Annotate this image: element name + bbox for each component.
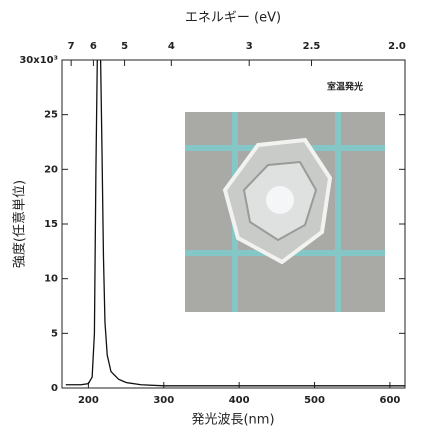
x2-tick-label: 7 xyxy=(68,41,75,52)
x-axis-label: 発光波長(nm) xyxy=(191,413,274,428)
x2-tick-label: 3 xyxy=(246,41,253,52)
x2-tick-label: 2.5 xyxy=(303,41,321,52)
y-axis-label: 強度(任意単位) xyxy=(12,180,28,268)
y-tick-label: 20 xyxy=(44,164,58,175)
x-tick-label: 600 xyxy=(379,395,400,406)
y-tick-label: 5 xyxy=(51,328,58,339)
annotation: 室温発光 xyxy=(327,81,363,93)
chart-title: エネルギー (eV) xyxy=(185,11,281,26)
photo-inset xyxy=(185,112,385,312)
chart: エネルギー (eV) 発光波長(nm) 強度(任意単位) 室温発光 0 5 10 15… xyxy=(0,0,424,432)
y-tick-label: 25 xyxy=(44,110,58,121)
y-tick-label: 10 xyxy=(44,274,58,285)
y-tick-label: 15 xyxy=(44,219,58,230)
y-tick-label: 0 xyxy=(51,383,58,394)
x-tick-label: 200 xyxy=(78,395,99,406)
x2-tick-label: 2.0 xyxy=(388,41,406,52)
x-tick-label: 400 xyxy=(229,395,250,406)
x2-tick-label: 6 xyxy=(90,41,97,52)
x2-tick-label: 4 xyxy=(168,41,175,52)
x2-tick-label: 5 xyxy=(121,41,128,52)
y-tick-label: 30x10³ xyxy=(19,55,58,66)
x-tick-label: 500 xyxy=(304,395,325,406)
x-tick-label: 300 xyxy=(153,395,174,406)
